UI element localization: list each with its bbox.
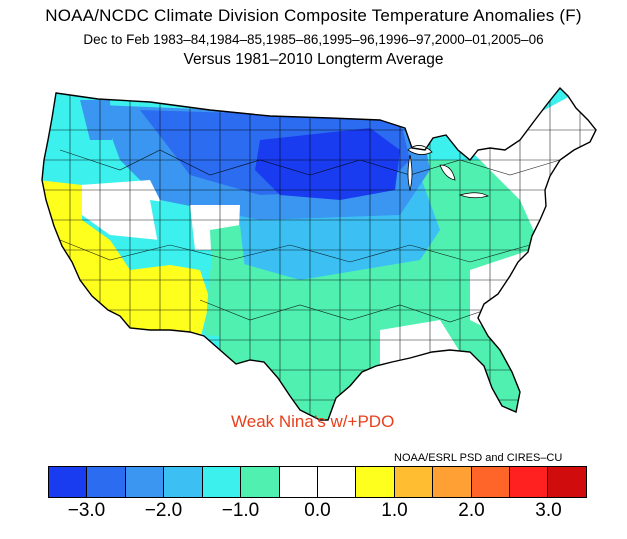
legend-tick-label: −3.0 — [67, 500, 106, 521]
region-great-basin-white — [80, 180, 170, 240]
region-core-deepblue — [255, 128, 400, 200]
legend-swatch — [471, 467, 511, 497]
legend-swatch — [202, 467, 242, 497]
legend-swatch — [49, 467, 88, 497]
legend-tick-label: 3.0 — [535, 500, 562, 521]
legend-swatch — [241, 467, 280, 497]
color-legend-bar — [48, 466, 587, 498]
map-title: NOAA/NCDC Climate Division Composite Tem… — [45, 6, 582, 25]
region-colorado-aqua — [210, 225, 245, 270]
map-annotation: Weak Nina’s w/+PDO — [231, 412, 395, 431]
legend-swatch — [317, 467, 357, 497]
data-credit: NOAA/ESRL PSD and CIRES–CU — [394, 452, 563, 464]
map-subtitle-baseline: Versus 1981–2010 Longterm Average — [183, 51, 444, 68]
region-newmexico-aqua — [205, 270, 260, 340]
map-subtitle-years: Dec to Feb 1983–84,1984–85,1985–86,1995–… — [83, 32, 544, 47]
legend-swatch — [279, 467, 318, 497]
legend-tick-label: 1.0 — [381, 500, 408, 521]
legend-swatch — [394, 467, 434, 497]
legend-swatch — [164, 467, 203, 497]
region-northeast-white — [470, 88, 596, 236]
legend-tick-label: 0.0 — [304, 500, 331, 521]
legend-tick-label: 2.0 — [458, 500, 485, 521]
region-florida — [480, 350, 520, 420]
legend-swatch — [125, 467, 165, 497]
legend-swatch — [548, 467, 586, 497]
legend-tick-label: −1.0 — [221, 500, 260, 521]
lake-erie — [458, 192, 489, 199]
legend-swatch — [87, 467, 126, 497]
legend-tick-label: −2.0 — [144, 500, 183, 521]
lake-michigan — [407, 154, 413, 192]
lake-huron — [439, 164, 456, 181]
legend-swatch — [433, 467, 472, 497]
legend-swatch — [510, 467, 549, 497]
legend-swatch — [356, 467, 395, 497]
color-legend-ticks: −3.0 −2.0 −1.0 0.0 1.0 2.0 3.0 — [48, 500, 587, 530]
